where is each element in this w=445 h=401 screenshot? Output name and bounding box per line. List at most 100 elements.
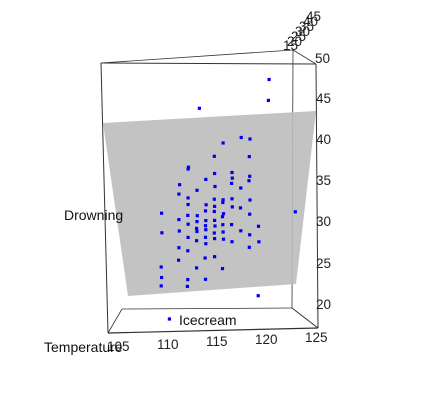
data-point: [195, 220, 199, 224]
y-axis-ticks: 50 15 20 25 30 35 40 45: [283, 9, 330, 66]
data-point: [203, 256, 207, 260]
data-point: [186, 278, 190, 282]
data-point: [197, 106, 201, 110]
x-tick-label: 125: [305, 330, 328, 345]
regression-plane: [103, 111, 316, 296]
box-edge: [121, 307, 293, 310]
data-point: [203, 277, 208, 281]
data-point: [185, 284, 189, 288]
data-point: [186, 222, 190, 226]
data-point: [247, 179, 251, 183]
z-tick-label: 20: [316, 297, 331, 312]
data-point: [266, 98, 270, 102]
data-point: [267, 77, 271, 82]
z-tick-label: 30: [316, 214, 331, 229]
data-point: [167, 317, 171, 321]
data-point: [195, 214, 199, 218]
z-tick-label: 45: [316, 91, 331, 106]
data-point: [159, 265, 163, 269]
data-point: [248, 137, 252, 141]
data-point: [230, 181, 234, 185]
data-point: [212, 231, 216, 235]
data-point: [213, 224, 217, 228]
data-point: [221, 223, 225, 227]
data-point: [213, 204, 217, 208]
data-point: [160, 211, 164, 215]
data-point: [212, 197, 216, 201]
data-point: [204, 219, 208, 223]
data-point: [212, 154, 216, 158]
data-point: [221, 141, 225, 145]
data-point: [213, 184, 217, 189]
bounding-box-front: [100, 62, 319, 334]
data-points: [159, 77, 297, 321]
data-point: [177, 218, 181, 222]
data-point: [177, 246, 181, 250]
data-point: [186, 249, 190, 253]
data-point: [204, 228, 208, 232]
box-edge: [107, 327, 319, 334]
data-point: [195, 226, 199, 230]
data-point: [159, 284, 163, 288]
data-point: [247, 245, 251, 249]
box-edge: [292, 49, 317, 65]
z-tick-label: 25: [316, 256, 331, 271]
data-point: [178, 183, 182, 187]
data-point: [230, 197, 234, 201]
data-point: [204, 242, 208, 246]
data-point: [248, 174, 252, 178]
data-point: [186, 196, 190, 200]
data-point: [177, 229, 181, 233]
data-point: [186, 202, 190, 207]
data-point: [195, 188, 199, 192]
data-point: [195, 266, 199, 270]
data-point: [220, 267, 225, 271]
data-point: [203, 209, 208, 213]
data-point: [177, 192, 181, 196]
y-tick-label: 30: [295, 24, 310, 39]
y-tick-label: 20: [287, 34, 302, 49]
data-point: [230, 240, 234, 244]
data-point: [257, 240, 261, 244]
data-point: [239, 229, 243, 233]
data-point: [293, 210, 297, 214]
data-point: [230, 205, 234, 209]
y-tick-label: 50: [315, 51, 330, 66]
data-point: [239, 135, 243, 140]
z-axis-ticks: 20 25 30 35 40 45: [316, 91, 331, 312]
data-point: [238, 206, 243, 210]
x-tick-label: 120: [255, 332, 278, 347]
x-tick-label: 115: [206, 334, 228, 349]
data-point: [195, 229, 199, 234]
data-point: [186, 167, 190, 171]
data-point: [248, 212, 252, 216]
data-point: [160, 231, 164, 235]
box-edge: [100, 49, 294, 64]
data-point: [247, 155, 251, 159]
data-point: [203, 235, 208, 239]
data-point: [186, 213, 190, 217]
data-point: [221, 212, 226, 216]
data-point: [230, 223, 234, 227]
box-edge: [107, 308, 123, 334]
data-point: [230, 176, 234, 180]
data-point: [239, 186, 243, 190]
x-axis-ticks: 105 110 115 120 125: [107, 330, 328, 354]
z-tick-label: 35: [316, 173, 331, 188]
data-point: [248, 198, 252, 202]
data-point: [213, 237, 217, 241]
x-axis-label: Icecream: [179, 312, 237, 328]
data-point: [213, 255, 217, 259]
x-tick-label: 105: [107, 339, 130, 354]
y-tick-label: 35: [299, 19, 314, 34]
y-axis-label: Temperature: [44, 339, 123, 355]
box-edge: [315, 63, 319, 329]
z-tick-label: 40: [316, 132, 331, 147]
y-tick-label: 25: [291, 29, 306, 44]
data-point: [221, 200, 225, 205]
box-edge: [100, 62, 109, 334]
y-tick-label: 15: [283, 38, 298, 53]
box-edge: [291, 307, 319, 329]
data-point: [186, 235, 190, 239]
